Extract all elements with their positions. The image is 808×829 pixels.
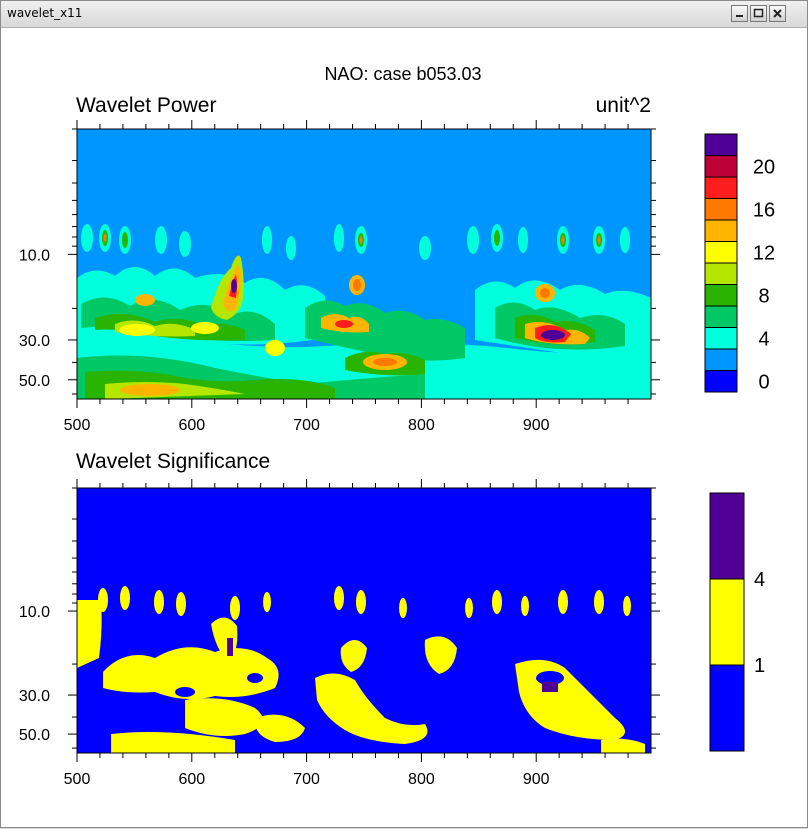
colorbar-box [704, 155, 738, 178]
window-title: wavelet_x11 [7, 6, 83, 20]
significance-colorbar: 14 [709, 492, 765, 752]
colorbar-label: 20 [753, 156, 775, 178]
x-tick-label: 700 [293, 417, 320, 434]
power-panel-title: Wavelet Power [76, 94, 216, 117]
x-tick-label: 500 [64, 771, 91, 788]
significance-heatmap [77, 488, 651, 753]
power-axes: 500 600 700 800 900 10.0 30.0 50.0 [19, 120, 660, 434]
significance-axes: 500 600 700 800 900 10.0 30.0 50.0 [19, 479, 660, 788]
x-tick-label: 500 [64, 417, 91, 434]
significance-frame [76, 487, 652, 754]
significance-panel-title: Wavelet Significance [76, 450, 270, 473]
power-colorbar: 0 4 8 12 16 20 [704, 133, 775, 393]
colorbar-label: 4 [758, 328, 769, 350]
minimize-button[interactable] [731, 5, 748, 22]
close-icon [773, 9, 782, 18]
x-tick-label: 700 [293, 771, 320, 788]
y-tick-label: 10.0 [19, 247, 50, 264]
colorbar-label: 0 [758, 371, 769, 393]
colorbar-box [704, 348, 738, 371]
x-tick-label: 800 [408, 417, 435, 434]
x-tick-label: 600 [178, 771, 205, 788]
minimize-icon [736, 15, 743, 17]
title-bar[interactable]: wavelet_x11 [1, 1, 807, 28]
power-frame [76, 128, 652, 400]
colorbar-label: 1 [754, 655, 765, 677]
colorbar-box [704, 284, 738, 307]
colorbar-box [709, 664, 745, 752]
close-button[interactable] [769, 5, 786, 22]
colorbar-label: 12 [753, 242, 775, 264]
x-tick-label: 900 [523, 771, 550, 788]
maximize-button[interactable] [750, 5, 767, 22]
figure-title: NAO: case b053.03 [324, 64, 481, 84]
colorbar-label: 4 [754, 569, 765, 591]
y-tick-label: 30.0 [19, 333, 50, 350]
colorbar-box [709, 492, 745, 580]
colorbar-box [704, 133, 738, 156]
power-unit-label: unit^2 [596, 94, 651, 117]
x-tick-label: 600 [178, 417, 205, 434]
colorbar-box [704, 198, 738, 221]
y-tick-label: 50.0 [19, 373, 50, 390]
y-tick-label: 50.0 [19, 727, 50, 744]
maximize-icon [753, 8, 764, 18]
figure-svg: NAO: case b053.03 Wavelet Power unit^2 [19, 64, 775, 788]
colorbar-box [704, 241, 738, 264]
colorbar-label: 16 [753, 199, 775, 221]
colorbar-box [704, 370, 738, 393]
y-tick-label: 10.0 [19, 604, 50, 621]
colorbar-box [709, 578, 745, 666]
y-tick-label: 30.0 [19, 688, 50, 705]
colorbar-box [704, 327, 738, 350]
x-tick-label: 800 [408, 771, 435, 788]
power-heatmap [77, 129, 651, 399]
colorbar-box [704, 176, 738, 199]
colorbar-box [704, 219, 738, 242]
colorbar-box [704, 305, 738, 328]
colorbar-box [704, 262, 738, 285]
colorbar-label: 8 [758, 285, 769, 307]
x-tick-label: 900 [523, 417, 550, 434]
plot-canvas: NAO: case b053.03 Wavelet Power unit^2 [5, 28, 805, 825]
